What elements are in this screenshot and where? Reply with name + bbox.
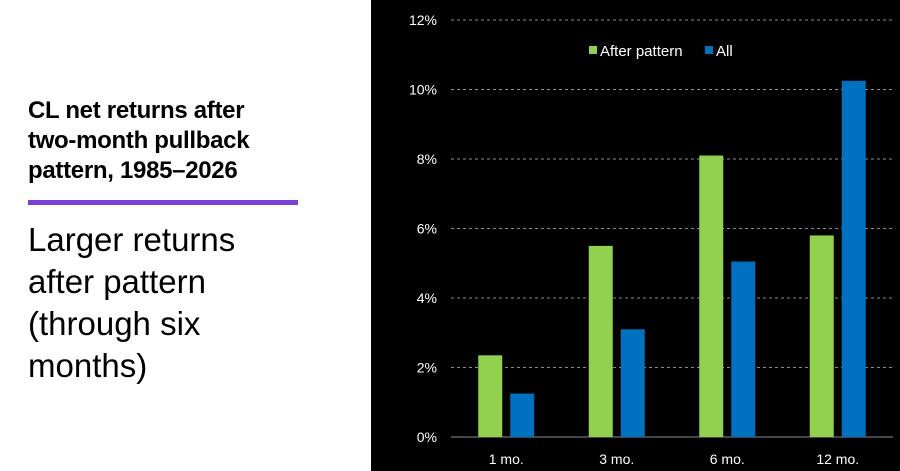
x-tick-label: 6 mo. [710, 451, 745, 467]
left-panel: CL net returns after two-month pullback … [28, 96, 328, 387]
chart-subtitle: Larger returns after pattern (through si… [28, 221, 236, 384]
bar-all-1 [510, 393, 535, 437]
bar-after-pattern-2 [588, 245, 613, 437]
bar-chart: 0% 2% 4% 6% 8% 10% 12% 1 mo. 3 mo. 6 mo. 12 mo. A… [371, 0, 900, 471]
y-tick-label: 0% [417, 429, 437, 445]
chart-panel: 0% 2% 4% 6% 8% 10% 12% 1 mo. 3 mo. 6 mo. 12 mo. A… [371, 0, 900, 471]
bar-after-pattern-1 [478, 355, 503, 437]
chart-title: CL net returns after two-month pullback … [28, 97, 250, 184]
x-tick-label: 3 mo. [599, 451, 634, 467]
y-tick-label: 4% [417, 290, 437, 306]
x-axis: 1 mo. 3 mo. 6 mo. 12 mo. [489, 451, 859, 467]
legend-swatch [705, 46, 713, 54]
bar-after-pattern-3 [699, 155, 724, 437]
y-tick-label: 6% [417, 221, 437, 237]
bars [478, 80, 866, 437]
legend: After pattern All [589, 43, 733, 60]
y-tick-label: 12% [409, 12, 437, 28]
legend-label: All [716, 43, 733, 60]
legend-label: After pattern [600, 43, 683, 60]
y-tick-label: 2% [417, 360, 437, 376]
y-tick-label: 10% [409, 82, 437, 98]
bar-all-4 [841, 80, 866, 437]
y-tick-label: 8% [417, 151, 437, 167]
bar-after-pattern-4 [809, 235, 834, 437]
bar-all-3 [731, 261, 756, 437]
legend-swatch [589, 46, 597, 54]
y-axis: 0% 2% 4% 6% 8% 10% 12% [409, 12, 437, 445]
accent-rule [28, 200, 298, 205]
x-tick-label: 12 mo. [816, 451, 859, 467]
x-tick-label: 1 mo. [489, 451, 524, 467]
bar-all-2 [620, 329, 645, 437]
